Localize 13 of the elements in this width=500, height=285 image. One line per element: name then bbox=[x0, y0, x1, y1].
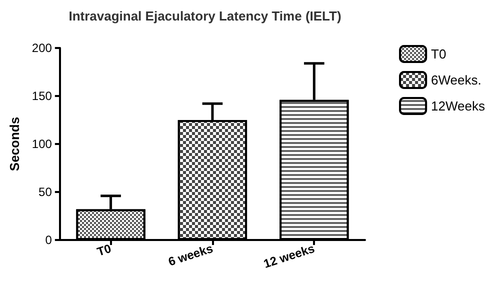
y-tick-label: 50 bbox=[38, 185, 52, 199]
legend-label: 12Weeks bbox=[431, 98, 486, 114]
y-tick-label: 0 bbox=[45, 233, 52, 247]
legend-label: 6Weeks. bbox=[431, 72, 482, 88]
y-tick-label: 150 bbox=[32, 89, 52, 103]
x-tick-label: T0 bbox=[95, 241, 114, 259]
x-tick-label: 6 weeks bbox=[166, 241, 215, 269]
chart-title: Intravaginal Ejaculatory Latency Time (IELT) bbox=[68, 8, 342, 24]
x-tick-label: 12 weeks bbox=[262, 241, 317, 271]
y-tick-label: 200 bbox=[32, 41, 52, 55]
legend-label: T0 bbox=[431, 46, 446, 62]
y-tick-label: 100 bbox=[32, 137, 52, 151]
y-axis-title: Seconds bbox=[7, 116, 22, 172]
